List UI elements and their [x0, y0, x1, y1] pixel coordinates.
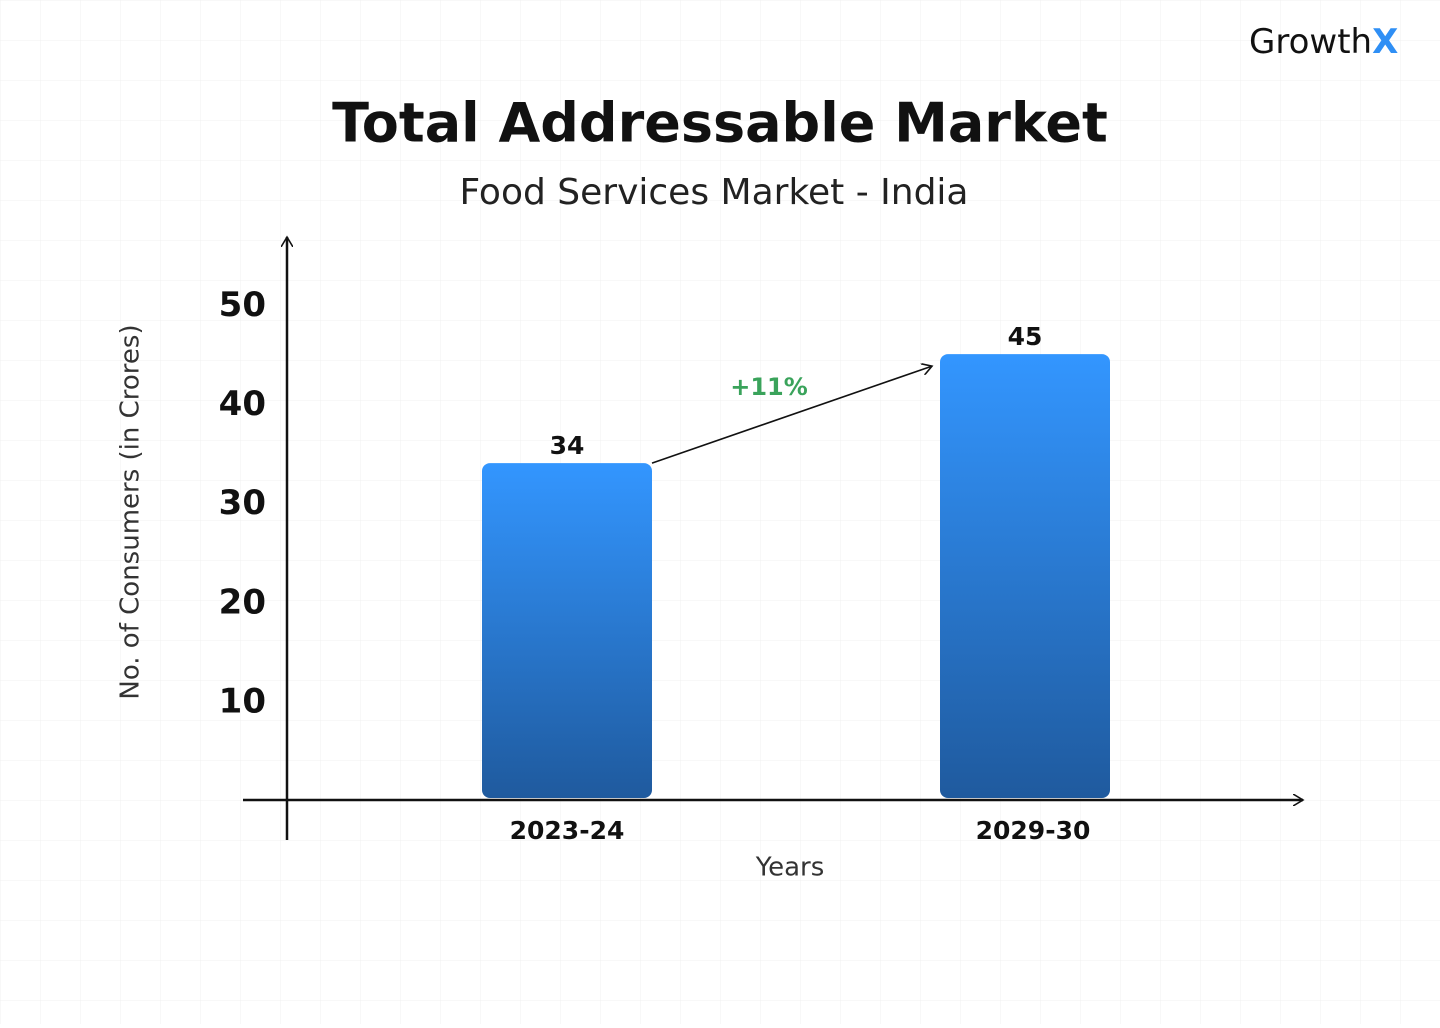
y-tick-label: 30	[219, 483, 266, 523]
y-tick-label: 50	[219, 285, 266, 325]
y-tick-label: 20	[219, 582, 266, 622]
x-tick-label: 2029-30	[976, 816, 1091, 845]
brand-accent: X	[1372, 22, 1398, 62]
brand-text: Growth	[1249, 22, 1372, 62]
growth-arrow	[651, 366, 932, 464]
bar	[482, 463, 652, 798]
growth-annotation: +11%	[730, 373, 808, 401]
y-tick-label: 10	[219, 681, 266, 721]
chart-subtitle: Food Services Market - India	[460, 172, 969, 213]
brand: GrowthX	[1249, 22, 1398, 62]
x-tick-label: 2023-24	[510, 816, 625, 845]
y-tick-label: 40	[219, 384, 266, 424]
x-axis-label: Years	[755, 853, 825, 883]
value-label: 34	[550, 431, 585, 460]
chart-title: Total Addressable Market	[332, 92, 1108, 155]
y-axis-label: No. of Consumers (in Crores)	[116, 324, 146, 699]
bar	[940, 354, 1110, 798]
value-label: 45	[1008, 322, 1043, 351]
